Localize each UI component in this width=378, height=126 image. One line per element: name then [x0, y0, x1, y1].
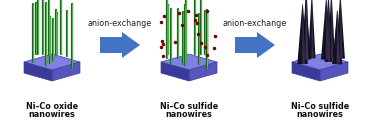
Polygon shape — [331, 0, 333, 58]
Polygon shape — [189, 62, 217, 81]
Polygon shape — [336, 0, 345, 59]
Polygon shape — [308, 0, 316, 58]
Polygon shape — [326, 0, 329, 60]
Polygon shape — [328, 0, 330, 62]
Polygon shape — [325, 0, 332, 62]
Polygon shape — [333, 11, 342, 62]
Polygon shape — [292, 62, 320, 81]
Text: Ni–Co oxide: Ni–Co oxide — [26, 102, 78, 111]
Polygon shape — [52, 62, 80, 81]
Polygon shape — [332, 18, 342, 64]
Polygon shape — [301, 7, 311, 59]
Text: nanowires: nanowires — [166, 110, 212, 119]
Text: Ni–Co sulfide: Ni–Co sulfide — [291, 102, 349, 111]
Polygon shape — [321, 0, 332, 60]
Polygon shape — [161, 54, 217, 70]
Polygon shape — [320, 62, 348, 81]
Polygon shape — [235, 32, 275, 58]
Polygon shape — [311, 0, 314, 58]
Text: anion-exchange: anion-exchange — [88, 19, 152, 28]
Text: Ni–Co sulfide: Ni–Co sulfide — [160, 102, 218, 111]
Text: nanowires: nanowires — [297, 110, 344, 119]
Polygon shape — [161, 62, 189, 81]
Polygon shape — [24, 54, 80, 70]
Polygon shape — [337, 18, 340, 64]
Polygon shape — [100, 32, 140, 58]
Polygon shape — [302, 4, 305, 64]
Polygon shape — [292, 54, 348, 70]
Polygon shape — [297, 4, 308, 64]
Polygon shape — [337, 11, 339, 62]
Polygon shape — [303, 0, 310, 59]
Text: anion-exchange: anion-exchange — [223, 19, 287, 28]
Polygon shape — [305, 7, 308, 59]
Polygon shape — [24, 62, 52, 81]
Text: nanowires: nanowires — [29, 110, 76, 119]
Polygon shape — [306, 0, 308, 59]
Polygon shape — [328, 0, 335, 58]
Polygon shape — [340, 0, 342, 59]
